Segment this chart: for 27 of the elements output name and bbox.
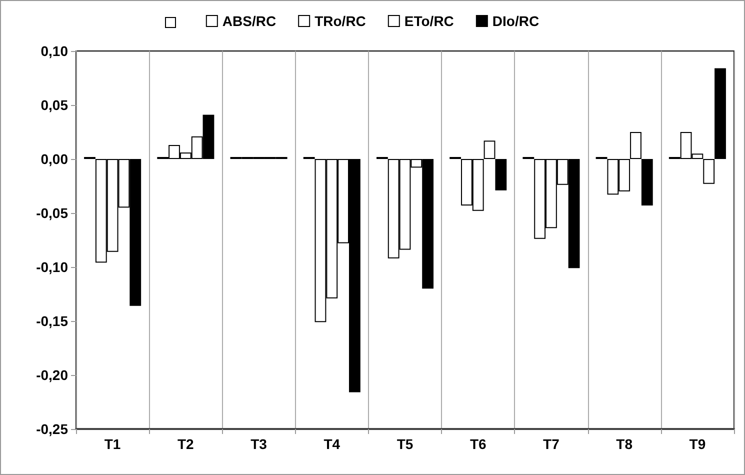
y-tick-label: -0,10: [36, 259, 68, 275]
legend-label: TRo/RC: [314, 13, 366, 29]
x-tick-label: T3: [250, 436, 268, 452]
bar: [495, 159, 507, 190]
y-tick-label: -0,05: [36, 205, 68, 221]
y-tick-label: 0,05: [40, 97, 68, 113]
legend-label: DIo/RC: [492, 13, 540, 29]
y-tick-label: -0,20: [36, 367, 68, 383]
y-tick-label: 0,00: [40, 151, 68, 167]
y-tick-label: -0,15: [36, 313, 68, 329]
x-tick-label: T7: [543, 436, 560, 452]
x-tick-label: T6: [470, 436, 486, 452]
y-tick-label: 0,10: [40, 43, 68, 59]
x-tick-label: T9: [689, 436, 706, 452]
x-tick-label: T8: [616, 436, 633, 452]
bar: [714, 68, 726, 159]
bar: [641, 159, 653, 206]
y-tick-label: -0,25: [36, 421, 68, 437]
x-tick-label: T5: [396, 436, 414, 452]
bar: [630, 132, 642, 159]
x-tick-label: T2: [177, 436, 194, 452]
x-tick-label: T1: [104, 436, 121, 452]
x-tick-label: T4: [324, 436, 340, 452]
legend-label: ETo/RC: [404, 13, 454, 29]
legend-label: ABS/RC: [222, 13, 276, 29]
bar: [484, 140, 496, 159]
bar: [703, 159, 715, 184]
